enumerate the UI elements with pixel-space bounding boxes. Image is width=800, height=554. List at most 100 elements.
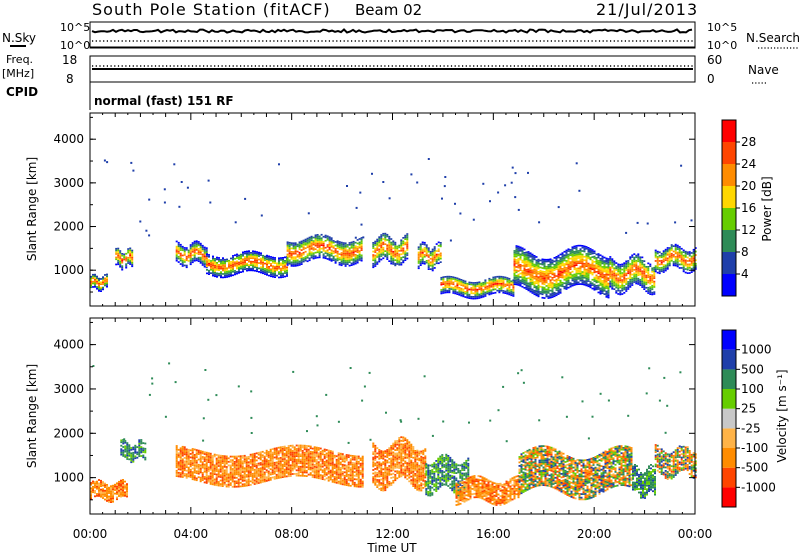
power-sparse-point-39	[207, 179, 210, 182]
vel-cell-891	[259, 462, 262, 464]
power-cell-2231	[561, 275, 564, 277]
power-cell-1006	[342, 263, 345, 265]
power-cell-1278	[396, 254, 399, 257]
power-cell-2144	[551, 273, 554, 276]
power-cell-1623	[478, 293, 481, 296]
vel-cell-256	[144, 447, 147, 450]
power-cell-2289	[567, 272, 570, 275]
power-cell-2596	[599, 261, 602, 264]
power-cell-1269	[394, 247, 397, 249]
power-cell-283	[205, 266, 208, 269]
power-cell-551	[258, 271, 260, 273]
power-cell-1876	[523, 266, 526, 268]
power-cell-4	[90, 279, 92, 282]
power-cell-1522	[454, 287, 457, 290]
power-cell-1397	[427, 261, 430, 263]
vel-cell-63	[104, 482, 106, 485]
vel-cell-1449	[333, 481, 336, 484]
power-cell-1078	[352, 244, 355, 247]
cpid-text: normal (fast) 151 RF	[94, 94, 234, 108]
vel-cell-675	[231, 473, 234, 476]
power-cell-2476	[587, 280, 590, 282]
vel-cell-406	[193, 448, 196, 451]
power-cell-41	[100, 278, 102, 280]
power-cell-1230	[388, 242, 391, 245]
vel-cell-125	[120, 495, 122, 498]
nave-label: Nave	[748, 63, 779, 77]
power-cell-1070	[352, 260, 355, 262]
power-sparse-point-47	[382, 181, 385, 183]
power-cell-1088	[354, 248, 357, 251]
power-cell-2243	[561, 252, 564, 254]
power-cell-2335	[571, 251, 574, 254]
power-cell-3180	[684, 271, 687, 274]
vel-cell-86	[110, 494, 112, 496]
power-cell-82	[119, 262, 122, 265]
power-cell-1129	[372, 259, 375, 262]
power-cell-430	[234, 270, 236, 272]
vel-cell-148	[124, 487, 126, 490]
power-cell-67	[115, 251, 118, 254]
vel-cell-391	[191, 448, 194, 450]
vel-cell-370	[189, 463, 192, 466]
power-cell-1590	[470, 288, 473, 291]
power-cell-296	[206, 262, 208, 264]
power-cell-1730	[504, 292, 507, 294]
power-cell-1174	[378, 239, 381, 242]
power-cell-2875	[633, 262, 636, 264]
power-cell-2288	[567, 274, 570, 277]
power-cell-2967	[645, 269, 648, 272]
power-cell-906	[322, 246, 325, 249]
power-cell-3066	[662, 264, 665, 266]
vel-cell-1445	[331, 456, 334, 458]
power-cell-475	[242, 253, 244, 255]
power-cell-2137	[551, 289, 554, 291]
power-cell-2757	[617, 266, 620, 269]
power-cell-548	[256, 254, 258, 257]
vel-cell-772	[243, 461, 246, 464]
power-cell-2502	[589, 265, 592, 268]
vel-cell-39	[100, 494, 102, 496]
power-cell-180	[183, 250, 186, 253]
vel-cell-723	[237, 469, 240, 472]
vel-cell-1310	[313, 449, 316, 452]
power-cell-2011	[537, 286, 540, 289]
power-cell-1846	[519, 248, 522, 250]
power-cell-1403	[427, 247, 430, 249]
power-sparse-point-48	[180, 181, 183, 183]
power-cell-2901	[637, 272, 640, 275]
power-cell-116	[129, 263, 132, 265]
power-sparse-point-25	[278, 163, 280, 166]
power-cell-586	[264, 255, 266, 258]
power-cell-3106	[668, 248, 671, 251]
vel-cell-1461	[335, 480, 338, 482]
power-cell-3017	[653, 275, 656, 278]
power-cell-796	[302, 253, 305, 256]
power-cell-2481	[587, 271, 590, 274]
power-cell-1068	[352, 263, 355, 266]
power-cell-3082	[664, 252, 667, 254]
power-cell-2870	[633, 274, 636, 276]
vel-cell-296	[179, 458, 182, 460]
power-cell-232	[195, 252, 198, 255]
power-cell-213	[191, 249, 194, 251]
power-cell-1258	[392, 243, 395, 246]
vel-cell-285	[177, 452, 180, 455]
power-cell-2044	[541, 286, 544, 289]
power-cell-532	[254, 261, 256, 263]
power-cell-1829	[517, 247, 520, 250]
power-cell-1341	[417, 267, 420, 270]
power-cell-1158	[376, 245, 379, 248]
power-cell-3083	[664, 250, 667, 253]
power-cell-1271	[394, 243, 397, 246]
power-cell-1001	[340, 248, 343, 251]
vel-cell-1064	[281, 447, 284, 450]
vel-cell-832	[251, 460, 254, 463]
vel-cell-1228	[303, 460, 306, 463]
power-cell-735	[292, 265, 295, 267]
power-cell-1698	[496, 284, 499, 287]
power-cell-1775	[513, 278, 516, 280]
vel-cell-1333	[317, 471, 320, 474]
power-cell-301	[208, 273, 210, 275]
power-cell-3179	[682, 249, 685, 252]
